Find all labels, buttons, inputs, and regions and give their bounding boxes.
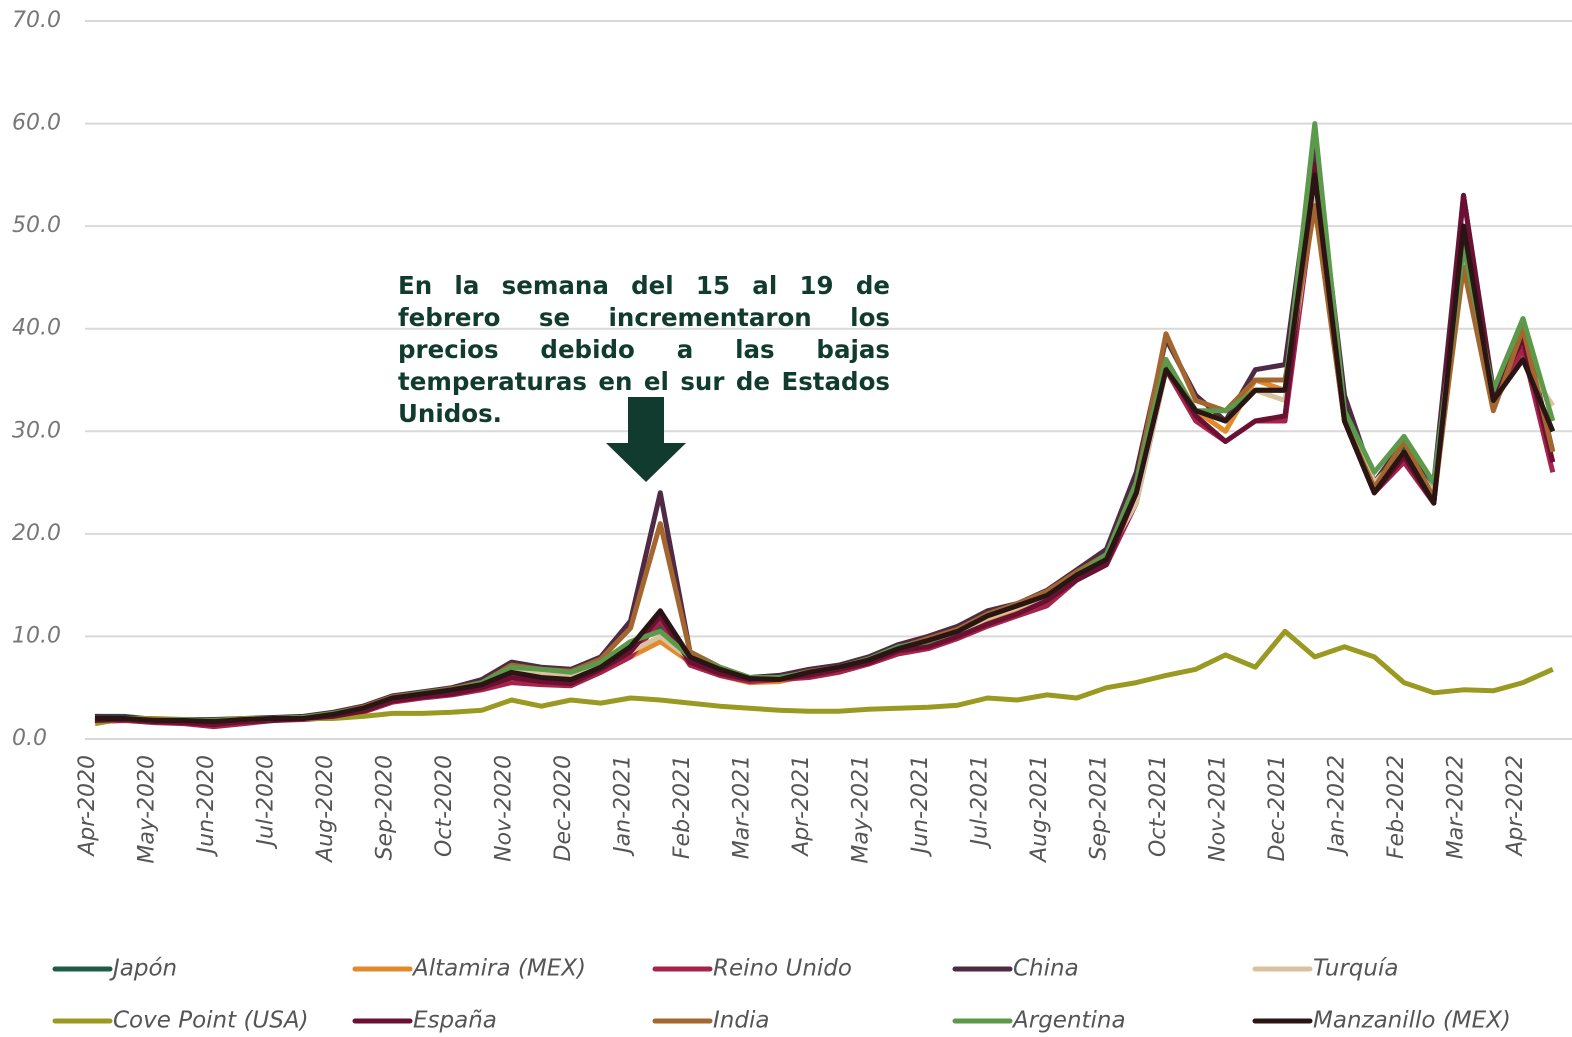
x-tick-label: Feb-2021 bbox=[670, 755, 695, 859]
x-tick-label: Apr-2021 bbox=[789, 755, 814, 858]
x-tick-label: Dec-2020 bbox=[551, 755, 576, 862]
series-line bbox=[95, 175, 1553, 721]
y-tick-label: 0.0 bbox=[12, 726, 47, 751]
x-tick-label: Oct-2020 bbox=[432, 755, 457, 857]
x-tick-label: May-2021 bbox=[849, 755, 874, 864]
x-tick-label: Jul-2020 bbox=[254, 755, 279, 849]
y-tick-label: 20.0 bbox=[12, 521, 61, 546]
x-tick-label: Jul-2021 bbox=[968, 755, 993, 849]
series-line bbox=[95, 165, 1553, 725]
legend-label: España bbox=[413, 1008, 497, 1034]
x-tick-label: Aug-2020 bbox=[313, 755, 338, 864]
y-tick-label: 50.0 bbox=[12, 213, 61, 238]
legend-label: India bbox=[713, 1008, 769, 1034]
x-tick-label: May-2020 bbox=[135, 755, 160, 864]
legend-label: Manzanillo (MEX) bbox=[1313, 1008, 1511, 1034]
chart: 0.0 10.0 20.0 30.0 40.0 50.0 60.0 70.0 Apr-2020 M… bbox=[0, 0, 1572, 1037]
y-tick-label: 30.0 bbox=[12, 418, 61, 443]
x-tick-label: Feb-2022 bbox=[1384, 755, 1409, 859]
x-tick-label: Aug-2021 bbox=[1027, 755, 1052, 864]
x-tick-label: Mar-2021 bbox=[730, 755, 755, 859]
x-tick-label: Sep-2021 bbox=[1087, 755, 1112, 860]
x-tick-label: Oct-2021 bbox=[1146, 755, 1171, 857]
series-line bbox=[95, 175, 1553, 722]
legend-label: Turquía bbox=[1313, 956, 1398, 982]
legend-label: China bbox=[1013, 956, 1079, 982]
arrow-head bbox=[606, 443, 686, 482]
x-tick-label: Mar-2022 bbox=[1444, 755, 1469, 859]
grid: 0.0 10.0 20.0 30.0 40.0 50.0 60.0 70.0 Apr-2020 M… bbox=[12, 8, 1572, 864]
page: {"chart_data": {"type": "line", "annotat… bbox=[0, 0, 1572, 1037]
y-tick-label: 60.0 bbox=[12, 111, 61, 136]
legend-label: Argentina bbox=[1011, 1008, 1126, 1034]
x-tick-label: Jan-2022 bbox=[1325, 755, 1350, 857]
annotation: En la semana del 15 al 19 de febrero se … bbox=[398, 270, 890, 430]
legend-label: Japón bbox=[109, 956, 177, 982]
legend-label: Cove Point (USA) bbox=[113, 1008, 309, 1034]
legend-label: Reino Unido bbox=[713, 956, 852, 982]
x-tick-label: Jun-2021 bbox=[908, 755, 933, 857]
x-tick-label: Sep-2020 bbox=[373, 755, 398, 860]
x-tick-label: Apr-2022 bbox=[1503, 755, 1528, 858]
y-tick-label: 40.0 bbox=[12, 316, 61, 341]
x-tick-label: Apr-2020 bbox=[75, 755, 100, 858]
x-tick-label: Dec-2021 bbox=[1265, 755, 1290, 862]
series-line bbox=[95, 631, 1553, 723]
x-tick-label: Nov-2021 bbox=[1206, 755, 1231, 862]
x-tick-label: Jan-2021 bbox=[611, 755, 636, 857]
y-tick-label: 10.0 bbox=[12, 623, 61, 648]
y-tick-label: 70.0 bbox=[12, 8, 61, 33]
legend-label: Altamira (MEX) bbox=[411, 956, 586, 982]
x-tick-label: Jun-2020 bbox=[194, 755, 219, 857]
x-tick-label: Nov-2020 bbox=[492, 755, 517, 862]
